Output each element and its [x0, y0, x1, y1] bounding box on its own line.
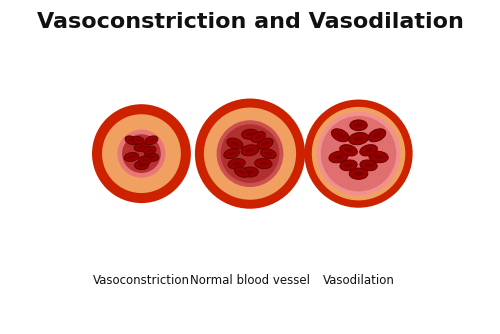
Circle shape [220, 124, 280, 183]
Text: Normal blood vessel: Normal blood vessel [190, 274, 310, 287]
Ellipse shape [374, 155, 384, 159]
Ellipse shape [336, 133, 344, 138]
Circle shape [118, 130, 166, 178]
Ellipse shape [125, 136, 138, 145]
Ellipse shape [332, 129, 349, 142]
Ellipse shape [354, 124, 363, 127]
Ellipse shape [246, 170, 254, 174]
Ellipse shape [259, 162, 268, 165]
Circle shape [304, 100, 412, 208]
Ellipse shape [134, 143, 148, 151]
Ellipse shape [142, 159, 148, 162]
Ellipse shape [231, 142, 239, 146]
Ellipse shape [224, 149, 240, 159]
Ellipse shape [360, 160, 377, 171]
Ellipse shape [228, 159, 245, 169]
Ellipse shape [232, 162, 241, 165]
Ellipse shape [264, 152, 272, 155]
Ellipse shape [148, 139, 154, 142]
Ellipse shape [254, 159, 272, 169]
Circle shape [317, 112, 400, 195]
Ellipse shape [334, 155, 344, 159]
Ellipse shape [364, 164, 373, 167]
Ellipse shape [228, 152, 235, 155]
Text: Vasoconstriction and Vasodilation: Vasoconstriction and Vasodilation [36, 12, 464, 32]
Ellipse shape [132, 137, 144, 144]
Ellipse shape [340, 145, 357, 156]
Ellipse shape [227, 138, 243, 149]
Ellipse shape [364, 148, 373, 152]
Ellipse shape [372, 133, 381, 138]
Text: Vasoconstriction: Vasoconstriction [93, 274, 190, 287]
Ellipse shape [144, 153, 159, 161]
Ellipse shape [344, 164, 353, 167]
Ellipse shape [260, 149, 276, 159]
Ellipse shape [340, 160, 357, 171]
Ellipse shape [124, 153, 138, 161]
Ellipse shape [344, 148, 353, 152]
Ellipse shape [242, 167, 258, 177]
Ellipse shape [350, 120, 367, 131]
Ellipse shape [135, 139, 141, 142]
Ellipse shape [234, 167, 249, 177]
Circle shape [102, 114, 181, 193]
Ellipse shape [369, 151, 388, 163]
Ellipse shape [246, 133, 254, 136]
Circle shape [92, 104, 191, 203]
Ellipse shape [128, 155, 135, 159]
Ellipse shape [360, 145, 378, 156]
Text: Vasodilation: Vasodilation [322, 274, 394, 287]
Ellipse shape [349, 168, 368, 179]
Ellipse shape [134, 161, 148, 170]
Ellipse shape [138, 145, 145, 149]
Ellipse shape [145, 136, 158, 145]
Circle shape [216, 120, 284, 187]
Circle shape [321, 116, 396, 191]
Ellipse shape [257, 138, 273, 149]
Ellipse shape [246, 148, 254, 152]
Ellipse shape [255, 135, 262, 139]
Circle shape [204, 108, 296, 200]
Circle shape [195, 99, 305, 209]
Ellipse shape [128, 139, 134, 142]
Ellipse shape [241, 145, 259, 156]
Circle shape [312, 107, 406, 200]
Ellipse shape [242, 129, 258, 139]
Ellipse shape [329, 151, 348, 163]
Ellipse shape [144, 146, 156, 155]
Ellipse shape [368, 129, 386, 142]
Ellipse shape [146, 149, 153, 152]
Ellipse shape [138, 164, 145, 167]
Circle shape [122, 134, 161, 173]
Ellipse shape [148, 156, 155, 158]
Ellipse shape [354, 137, 364, 141]
Ellipse shape [238, 170, 245, 174]
Ellipse shape [251, 132, 266, 142]
Ellipse shape [354, 172, 363, 176]
Ellipse shape [138, 156, 151, 164]
Ellipse shape [261, 142, 269, 146]
Ellipse shape [348, 133, 368, 145]
